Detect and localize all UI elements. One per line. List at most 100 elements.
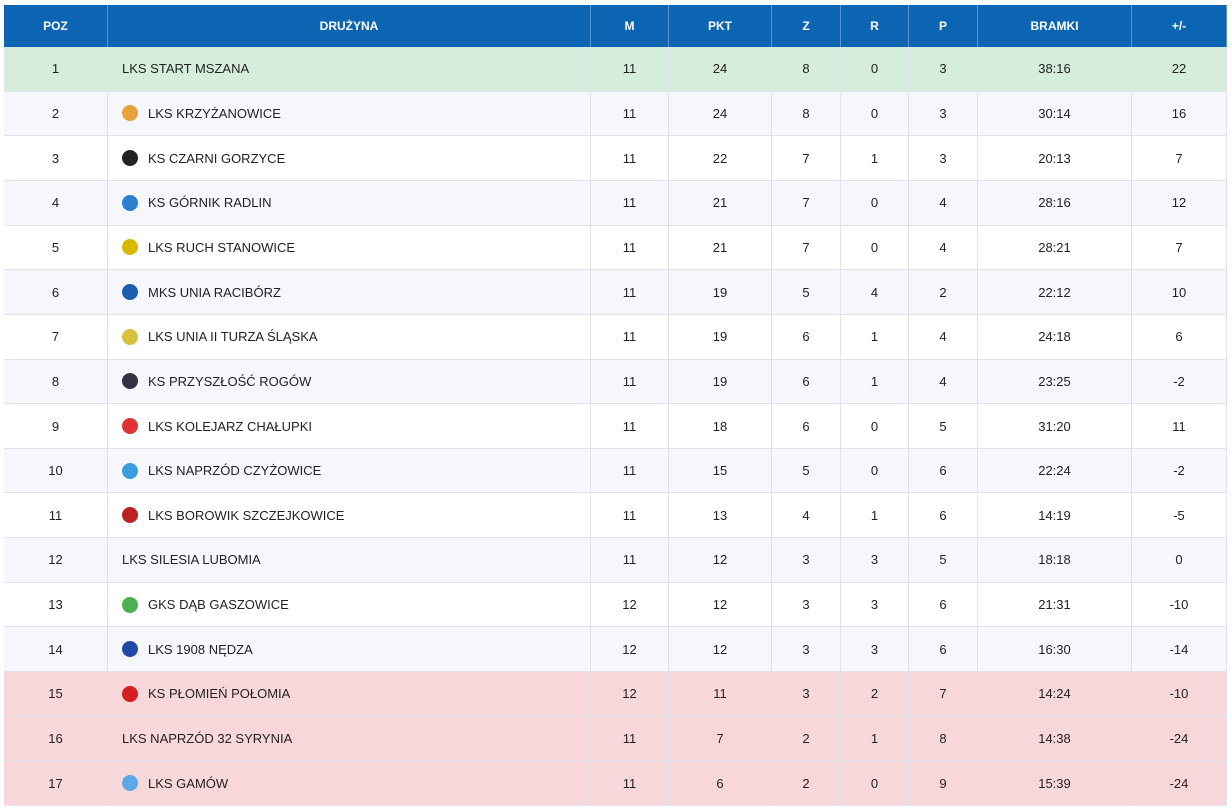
draws-cell-text: 3 — [870, 641, 879, 657]
losses-cell: 4 — [909, 180, 978, 226]
team-logo — [122, 507, 138, 524]
position-cell: 7 — [4, 314, 108, 360]
position-cell: 4 — [4, 180, 108, 226]
matches-cell-text: 11 — [622, 373, 637, 389]
wins-cell-text: 3 — [802, 597, 810, 613]
matches-cell-text: 11 — [622, 195, 637, 211]
team-logo — [122, 284, 138, 301]
team-cell: KS CZARNI GORZYCE — [108, 136, 591, 181]
position-cell: 14 — [4, 627, 108, 673]
draws-cell-text: 3 — [870, 597, 879, 613]
goals-cell: 15:39 — [978, 761, 1132, 807]
wins-cell: 3 — [772, 582, 841, 628]
draws-cell: 1 — [841, 136, 909, 181]
points-cell-text: 19 — [712, 329, 728, 345]
points-cell-text: 6 — [716, 775, 724, 791]
goals-cell: 21:31 — [978, 582, 1132, 628]
draws-cell: 2 — [841, 672, 909, 717]
goals-cell-text: 23:25 — [1038, 373, 1071, 389]
team-cell-text: LKS KOLEJARZ CHAŁUPKI — [148, 418, 312, 434]
matches-cell: 11 — [591, 136, 669, 181]
position-cell: 8 — [4, 359, 108, 405]
header-cell: Z — [772, 5, 841, 47]
matches-cell-text: 11 — [622, 105, 637, 121]
team-logo — [122, 373, 138, 390]
team-cell: LKS KRZYŻANOWICE — [108, 91, 591, 137]
wins-cell: 6 — [772, 404, 841, 449]
team-cell: LKS 1908 NĘDZA — [108, 627, 591, 673]
goal-difference-cell-text: 6 — [1175, 329, 1183, 345]
draws-cell-text: 0 — [870, 61, 879, 77]
goals-cell-text: 15:39 — [1038, 775, 1071, 791]
goal-difference-cell: 12 — [1132, 180, 1227, 226]
draws-cell-text: 4 — [870, 284, 879, 300]
team-cell: GKS DĄB GASZOWICE — [108, 582, 591, 628]
points-cell-text: 13 — [712, 507, 728, 523]
matches-cell: 12 — [591, 582, 669, 628]
position-cell-text: 11 — [48, 507, 63, 523]
team-cell-text: LKS NAPRZÓD CZYŻOWICE — [148, 463, 322, 479]
matches-cell: 12 — [591, 627, 669, 673]
matches-cell-text: 11 — [622, 329, 637, 345]
losses-cell-text: 3 — [939, 105, 947, 121]
team-logo — [122, 194, 138, 211]
matches-cell: 12 — [591, 672, 669, 717]
wins-cell: 7 — [772, 225, 841, 271]
points-cell-text: 12 — [712, 597, 728, 613]
goals-cell: 28:16 — [978, 180, 1132, 226]
points-cell: 19 — [669, 359, 772, 405]
draws-cell-text: 1 — [870, 150, 879, 166]
draws-cell-text: 0 — [870, 775, 879, 791]
goal-difference-cell: -10 — [1132, 582, 1227, 628]
header-cell: PKT — [669, 5, 772, 47]
wins-cell: 8 — [772, 91, 841, 137]
goals-cell-text: 14:19 — [1038, 507, 1071, 523]
points-cell-text: 24 — [712, 105, 728, 121]
position-cell: 13 — [4, 582, 108, 628]
team-cell: LKS UNIA II TURZA ŚLĄSKA — [108, 314, 591, 360]
team-cell-text: GKS DĄB GASZOWICE — [148, 597, 289, 613]
position-cell-text: 13 — [48, 597, 63, 613]
goal-difference-cell-text: 7 — [1175, 150, 1183, 166]
goal-difference-cell-text: -5 — [1173, 507, 1185, 523]
goal-difference-cell-text: 10 — [1171, 284, 1187, 300]
wins-cell-text: 5 — [802, 284, 810, 300]
wins-cell-text: 5 — [802, 463, 810, 479]
goal-difference-cell-text: 7 — [1175, 239, 1183, 255]
goals-cell-text: 24:18 — [1038, 329, 1071, 345]
header-cell: P — [909, 5, 978, 47]
losses-cell: 6 — [909, 627, 978, 673]
position-cell-text: 6 — [51, 284, 60, 300]
position-cell: 17 — [4, 761, 108, 807]
team-cell-text: LKS UNIA II TURZA ŚLĄSKA — [148, 329, 318, 345]
position-cell: 12 — [4, 538, 108, 583]
wins-cell-text: 4 — [802, 507, 810, 523]
points-cell: 11 — [669, 672, 772, 717]
wins-cell-text: 7 — [802, 239, 810, 255]
team-cell: LKS SILESIA LUBOMIA — [108, 538, 591, 583]
goal-difference-cell-text: 16 — [1171, 105, 1187, 121]
draws-cell: 1 — [841, 493, 909, 539]
draws-cell-text: 0 — [870, 105, 879, 121]
wins-cell: 6 — [772, 359, 841, 405]
team-cell-text: KS PRZYSZŁOŚĆ ROGÓW — [148, 373, 312, 389]
header-cell: POZ — [4, 5, 108, 47]
team-cell: KS PRZYSZŁOŚĆ ROGÓW — [108, 359, 591, 405]
losses-cell-text: 4 — [939, 239, 947, 255]
team-logo — [122, 328, 138, 345]
points-cell: 24 — [669, 47, 772, 92]
losses-cell: 5 — [909, 404, 978, 449]
matches-cell: 11 — [591, 225, 669, 271]
goal-difference-cell: -5 — [1132, 493, 1227, 539]
wins-cell: 3 — [772, 672, 841, 717]
team-logo — [122, 641, 138, 658]
points-cell-text: 12 — [712, 552, 728, 568]
goals-cell-text: 20:13 — [1038, 150, 1071, 166]
position-cell-text: 16 — [48, 731, 63, 747]
matches-cell-text: 11 — [622, 731, 637, 747]
header-cell: BRAMKI — [978, 5, 1132, 47]
goals-cell: 20:13 — [978, 136, 1132, 181]
matches-cell: 11 — [591, 538, 669, 583]
losses-cell-text: 3 — [939, 61, 947, 77]
